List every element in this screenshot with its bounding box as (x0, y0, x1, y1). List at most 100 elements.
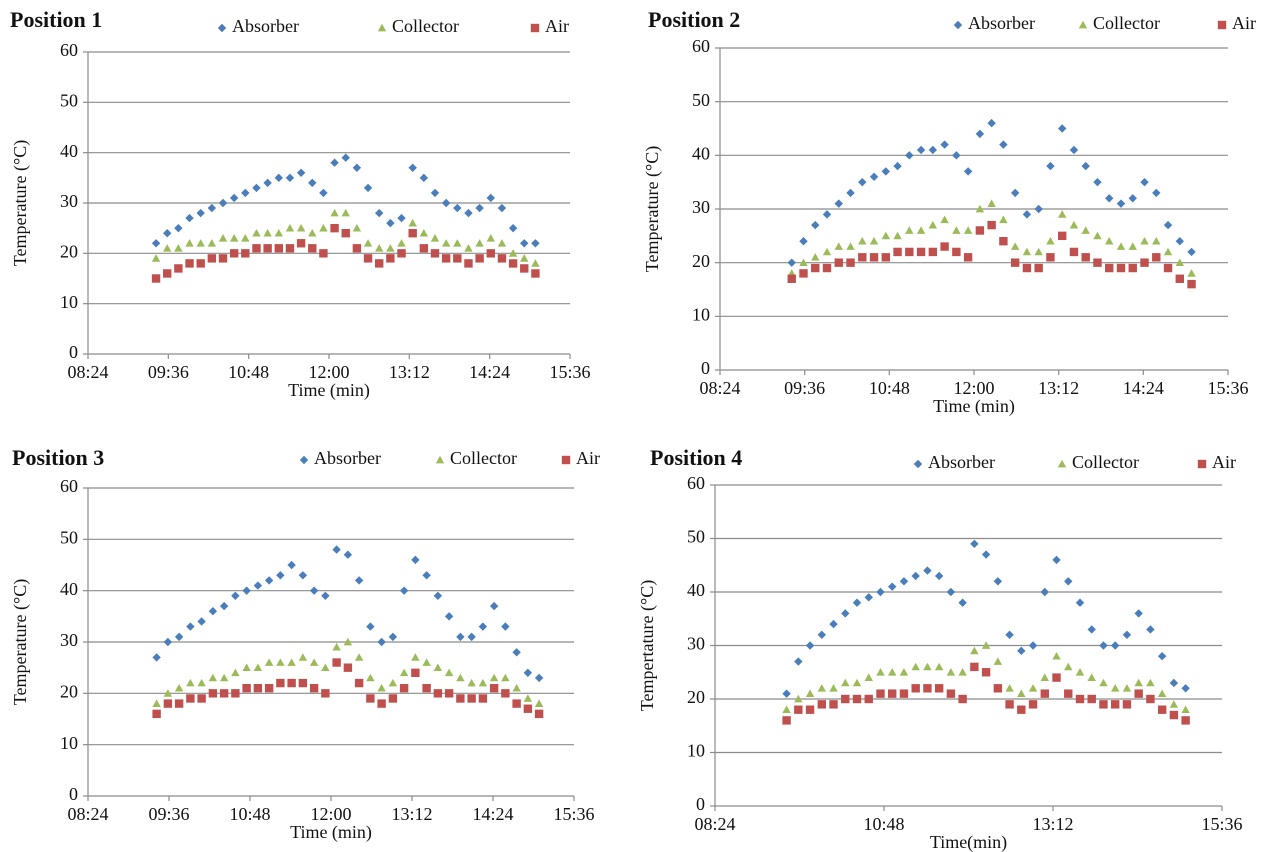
data-point (453, 239, 462, 247)
data-point (363, 254, 373, 263)
data-point (408, 163, 417, 172)
data-point (1057, 231, 1067, 241)
data-point (174, 244, 183, 252)
x-tick-label: 13:12 (1032, 814, 1073, 834)
data-point (520, 254, 529, 262)
data-point (309, 684, 319, 693)
data-point (241, 234, 250, 242)
data-point (151, 239, 161, 248)
data-point (330, 223, 339, 233)
data-point (1052, 673, 1061, 682)
legend-label: Absorber (232, 16, 299, 36)
data-point (430, 234, 440, 242)
data-point (456, 694, 465, 703)
y-tick-label: 40 (60, 579, 78, 599)
y-tick-label: 30 (692, 197, 710, 217)
data-point (822, 247, 832, 256)
data-point (444, 612, 454, 621)
data-point (252, 244, 261, 253)
data-point (218, 254, 228, 263)
data-point (782, 705, 791, 714)
data-point (363, 183, 373, 193)
data-point (822, 263, 832, 273)
data-point (354, 653, 364, 661)
data-point (430, 249, 440, 258)
data-point (489, 673, 499, 682)
data-point (787, 274, 796, 283)
data-point (197, 694, 206, 703)
data-point (923, 662, 932, 671)
legend-label: Absorber (928, 452, 995, 472)
y-tick-label: 30 (687, 634, 705, 654)
data-point (1175, 258, 1184, 267)
data-point (1099, 700, 1108, 709)
data-point (782, 689, 791, 698)
data-point (1017, 705, 1026, 714)
legend-marker (435, 455, 445, 464)
data-point (934, 684, 944, 693)
y-tick-label: 30 (60, 630, 78, 650)
data-point (308, 244, 317, 253)
x-tick-label: 08:24 (67, 804, 108, 824)
data-point (1040, 689, 1049, 698)
data-point (478, 622, 488, 631)
data-point (1075, 694, 1085, 704)
data-point (799, 258, 808, 267)
y-tick-label: 0 (701, 358, 710, 378)
data-point (905, 247, 914, 257)
data-point (916, 226, 926, 234)
data-point (1052, 555, 1061, 565)
data-point (829, 684, 838, 692)
data-point (846, 188, 855, 198)
x-tick-label: 09:36 (148, 362, 189, 382)
data-point (274, 244, 283, 253)
legend-marker (913, 459, 923, 469)
data-point (296, 239, 306, 248)
data-point (1022, 263, 1032, 273)
data-point (520, 264, 529, 273)
data-point (375, 208, 384, 218)
data-point (1122, 700, 1132, 709)
data-point (219, 689, 229, 698)
data-point (817, 630, 826, 639)
data-point (1028, 700, 1038, 709)
data-point (852, 678, 862, 687)
data-point (1017, 689, 1026, 698)
data-point (489, 601, 499, 611)
data-point (794, 657, 803, 666)
data-point (453, 203, 462, 213)
data-point (1140, 237, 1149, 245)
data-point (787, 258, 796, 267)
data-point (523, 704, 533, 713)
data-point (794, 705, 803, 714)
data-point (397, 213, 406, 223)
data-point (981, 550, 991, 559)
data-point (1175, 237, 1184, 246)
data-point (846, 242, 855, 250)
data-point (999, 140, 1008, 149)
y-tick-label: 30 (60, 191, 78, 211)
x-tick-label: 15:36 (1201, 814, 1242, 834)
data-point (1181, 716, 1190, 725)
data-point (411, 668, 420, 677)
data-point (794, 694, 803, 703)
data-point (1064, 577, 1073, 586)
x-tick-label: 15:36 (553, 804, 594, 824)
legend-marker (561, 455, 571, 465)
data-point (386, 254, 395, 263)
y-tick-label: 0 (69, 784, 78, 804)
data-point (1057, 124, 1067, 133)
data-point (242, 586, 251, 595)
data-point (486, 193, 495, 203)
data-point (881, 231, 891, 240)
data-point (829, 700, 838, 709)
data-point (1087, 673, 1096, 681)
x-tick-label: 08:24 (699, 378, 740, 398)
data-point (1087, 694, 1096, 704)
data-point (274, 229, 283, 237)
data-point (422, 684, 431, 693)
data-point (1034, 263, 1043, 273)
data-point (419, 173, 429, 183)
data-point (196, 259, 205, 268)
